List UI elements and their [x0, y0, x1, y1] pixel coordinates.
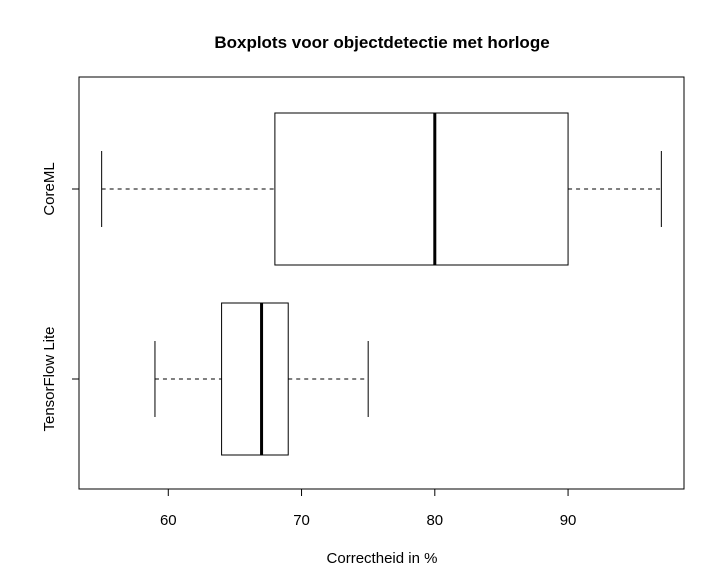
plot-area — [101, 112, 662, 456]
x-tick-label-80: 80 — [426, 512, 443, 529]
y-tick-label-tensorflow-lite: TensorFlow Lite — [41, 326, 58, 431]
box-tensorflow-lite — [221, 302, 289, 456]
chart-title: Boxplots voor objectdetectie met horloge — [214, 33, 549, 52]
x-tick-label-70: 70 — [293, 512, 310, 529]
x-axis: 60 70 80 90 — [160, 488, 577, 529]
y-tick-label-coreml: CoreML — [41, 162, 58, 215]
x-axis-label: Correctheid in % — [327, 550, 438, 567]
x-tick-label-90: 90 — [560, 512, 577, 529]
box-coreml — [274, 112, 569, 266]
box-group-tensorflow-lite — [154, 302, 369, 456]
y-axis: CoreML TensorFlow Lite — [41, 162, 80, 432]
x-tick-label-60: 60 — [160, 512, 177, 529]
box-group-coreml — [101, 112, 662, 266]
